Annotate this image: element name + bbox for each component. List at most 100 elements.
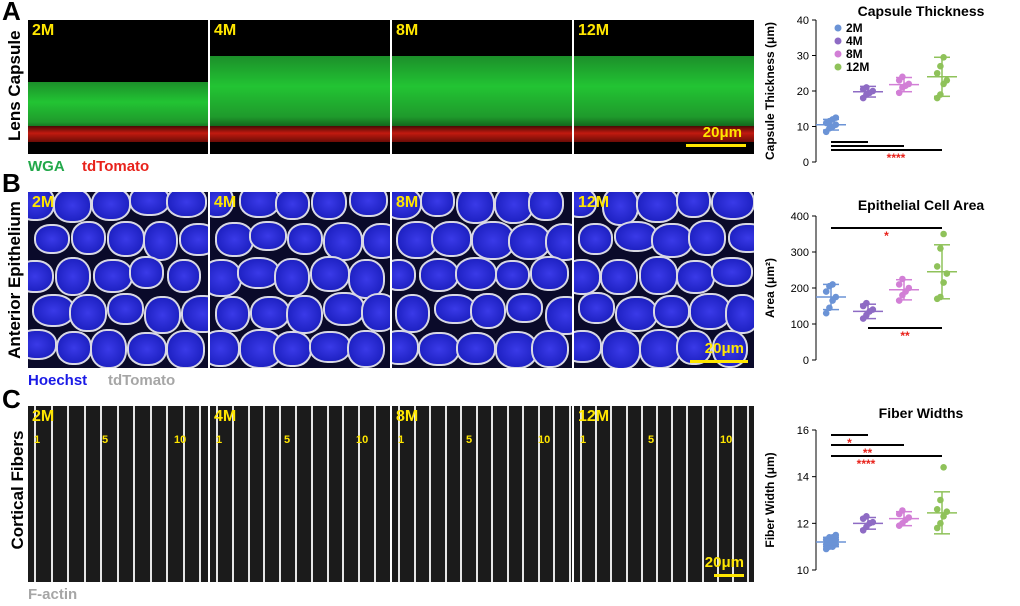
fiber-line [398, 406, 400, 582]
age-label: 2M [32, 22, 55, 39]
fiber-line [231, 406, 234, 582]
data-point-12m [933, 69, 941, 77]
scale-bar [714, 574, 744, 577]
fiber-line [522, 406, 524, 582]
fiber-line [686, 406, 689, 582]
cell-nucleus [90, 329, 127, 368]
cell-nucleus [166, 258, 202, 293]
cell-nucleus [106, 221, 145, 257]
epithelium-image-8m: 8M [392, 192, 572, 368]
cell-nucleus [273, 257, 311, 297]
cell-nucleus [531, 329, 569, 368]
capsule-image-2m: 2M [28, 20, 208, 154]
scale-bar-label: 20μm [702, 124, 742, 141]
data-point-12m [933, 263, 941, 270]
cell-nucleus [615, 295, 659, 333]
fiber-line [553, 406, 555, 582]
fiber-number: 5 [102, 434, 109, 446]
epithelium-image-2m: 2M [28, 192, 208, 368]
fiber-number: 1 [580, 434, 587, 446]
fiber-line [326, 406, 329, 582]
cell-nucleus [323, 292, 365, 327]
cell-nucleus [652, 294, 690, 329]
fiber-image-8m: 8M 1 5 10 [392, 406, 572, 582]
data-point-12m [943, 77, 951, 84]
cell-nucleus [128, 256, 165, 289]
age-label: 12M [578, 194, 610, 211]
capsule-thickness-chart: Capsule Thickness Capsule Thickness (μm) 0… [763, 4, 985, 169]
cell-nucleus [528, 192, 565, 221]
cell-nucleus [418, 331, 460, 367]
cell-nucleus [361, 293, 390, 332]
fiber-number: 5 [466, 434, 473, 446]
fiber-line [279, 406, 282, 582]
cell-nucleus [28, 329, 57, 360]
legend-label-12m: 12M [846, 60, 869, 74]
fiber-line [342, 406, 345, 582]
cell-nucleus [577, 223, 613, 256]
age-label: 2M [32, 194, 55, 211]
cell-nucleus [613, 220, 658, 253]
fiber-line [199, 406, 201, 582]
y-tick-label: 300 [791, 247, 809, 259]
fiber-number: 10 [356, 434, 369, 446]
fiber-line [182, 406, 185, 582]
fiber-line [444, 406, 447, 582]
chart-title: Capsule Thickness [858, 4, 985, 19]
cell-nucleus [420, 192, 455, 217]
cell-nucleus [236, 257, 281, 289]
cell-nucleus [494, 259, 530, 291]
scale-bar-label: 20μm [704, 554, 744, 571]
fiber-image-2m: 2M 1 5 10 [28, 406, 208, 582]
cell-nucleus [711, 192, 754, 221]
cell-nucleus [249, 295, 290, 331]
cell-nucleus [215, 222, 254, 257]
chart-title: Epithelial Cell Area [858, 197, 985, 213]
cell-nucleus [688, 220, 726, 257]
cell-nucleus [128, 192, 170, 216]
cell-nucleus [215, 295, 250, 332]
age-label: 8M [396, 408, 419, 425]
legend-label-8m: 8M [846, 47, 863, 61]
y-tick-label: 16 [797, 425, 809, 437]
cell-nucleus [392, 329, 420, 366]
cell-nucleus [396, 220, 439, 259]
legend-marker-4m [834, 37, 842, 45]
cell-nucleus [493, 192, 534, 225]
cell-nucleus [470, 220, 515, 260]
age-label: 2M [32, 408, 55, 425]
panel-letter-c: C [2, 384, 21, 414]
fiber-line [149, 406, 152, 582]
y-tick-label: 0 [803, 355, 809, 367]
cell-nucleus [638, 329, 682, 368]
fiber-line [747, 406, 750, 582]
cell-nucleus [106, 292, 144, 325]
epithelium-image-4m: 4M [210, 192, 390, 368]
stain-label-tdtomato-b: tdTomato [108, 372, 176, 389]
cell-nucleus [574, 192, 598, 219]
tdtomato-band [28, 126, 208, 142]
fiber-line [116, 406, 119, 582]
significance-label: **** [887, 151, 906, 165]
tdtomato-band [574, 126, 754, 142]
cell-nucleus [675, 259, 716, 294]
y-tick-label: 100 [791, 319, 809, 331]
cell-nucleus [507, 223, 552, 261]
cell-nucleus [725, 294, 754, 334]
data-point-8m [895, 281, 903, 288]
cell-nucleus [349, 192, 388, 218]
age-label: 4M [214, 22, 237, 39]
cell-nucleus [418, 258, 460, 292]
fiber-line [50, 406, 53, 582]
wga-capsule-band [28, 82, 208, 132]
cell-nucleus [469, 292, 507, 330]
fiber-line [506, 406, 509, 582]
y-axis-label: Capsule Thickness (μm) [763, 22, 777, 160]
age-label: 4M [214, 194, 237, 211]
data-point-2m [822, 288, 830, 295]
fiber-line [640, 406, 643, 582]
chart-title: Fiber Widths [879, 405, 964, 421]
cell-nucleus [144, 295, 182, 334]
fiber-line [295, 406, 297, 582]
significance-label: **** [857, 457, 876, 471]
